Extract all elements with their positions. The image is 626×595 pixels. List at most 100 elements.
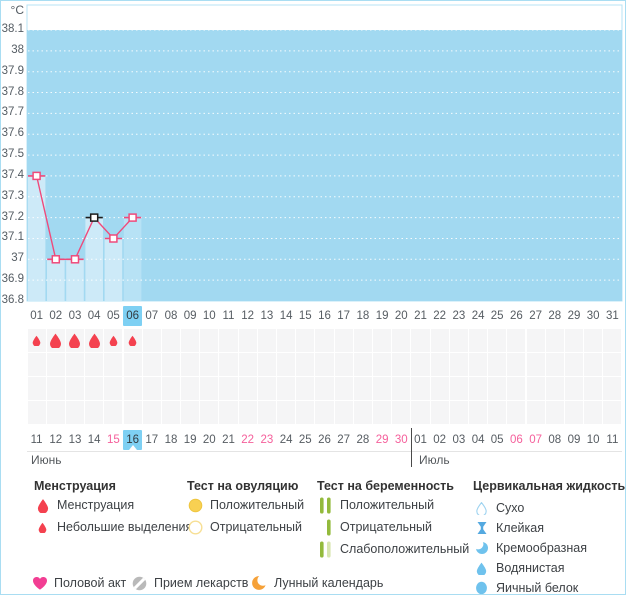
cycle-day-cell-01[interactable]: 01	[30, 310, 43, 322]
temp-point-day-03[interactable]	[70, 255, 80, 264]
menstruation-big-drop-icon	[65, 329, 84, 352]
calendar-date-cell-11[interactable]: 11	[606, 434, 619, 446]
temp-point-day-04[interactable]	[89, 213, 99, 222]
cycle-day-cell-21[interactable]: 21	[414, 310, 427, 322]
cycle-day-cell-31[interactable]: 31	[605, 310, 619, 322]
legend-item: Клейкая	[473, 518, 544, 538]
symptom-cell	[334, 377, 353, 400]
month-label-june: Июнь	[31, 453, 62, 467]
menstruation-small-drop-icon	[104, 329, 123, 352]
cycle-day-cell-29[interactable]: 29	[567, 310, 581, 322]
cycle-day-cell-17[interactable]: 17	[337, 310, 351, 322]
calendar-date-cell-03[interactable]: 03	[452, 434, 466, 446]
temp-point-day-01[interactable]	[32, 171, 41, 181]
symptom-cell	[564, 353, 584, 376]
calendar-date-cell-06[interactable]: 06	[509, 434, 523, 446]
symptom-cell	[353, 401, 372, 424]
symptom-cell	[469, 377, 488, 400]
calendar-date-cell-26[interactable]: 26	[318, 434, 331, 446]
calendar-date-cell-24[interactable]: 24	[279, 434, 293, 446]
calendar-date-cell-10[interactable]: 10	[586, 434, 600, 446]
symptom-cell	[430, 401, 449, 424]
calendar-date-cell-02[interactable]: 02	[433, 434, 447, 446]
today-notch	[128, 445, 137, 450]
calendar-date-cell-05[interactable]: 05	[490, 434, 504, 446]
calendar-date-cell-12[interactable]: 12	[49, 434, 63, 446]
calendar-date-cell-25[interactable]: 25	[298, 434, 312, 446]
calendar-date-cell-22[interactable]: 22	[241, 434, 255, 446]
cycle-day-cell-18[interactable]: 18	[356, 310, 370, 322]
cycle-day-cell-20[interactable]: 20	[394, 310, 408, 322]
symptom-cell	[181, 401, 200, 424]
cycle-day-cell-02[interactable]: 02	[49, 310, 63, 322]
calendar-date-cell-20[interactable]: 20	[202, 434, 216, 446]
symptom-cell	[46, 353, 65, 376]
cycle-day-cell-23[interactable]: 23	[452, 310, 466, 322]
legend-item: Водянистая	[473, 558, 565, 578]
y-tick-label: 37.9	[1, 64, 24, 77]
symptom-cell	[449, 329, 468, 352]
calendar-date-cell-13[interactable]: 13	[68, 434, 82, 446]
calendar-date-cell-08[interactable]: 08	[548, 434, 562, 446]
calendar-date-cell-28[interactable]: 28	[356, 434, 370, 446]
cycle-day-cell-10[interactable]: 10	[202, 310, 216, 322]
cycle-day-cell-05[interactable]: 05	[106, 310, 120, 322]
calendar-date-cell-04[interactable]: 04	[471, 434, 485, 446]
cycle-day-cell-19[interactable]: 19	[375, 310, 389, 322]
cycle-day-cell-16[interactable]: 16	[318, 310, 331, 322]
cycle-day-cell-28[interactable]: 28	[548, 310, 562, 322]
symptom-cell	[123, 353, 142, 376]
cycle-day-cell-13[interactable]: 13	[260, 310, 274, 322]
cycle-day-cell-30[interactable]: 30	[586, 310, 600, 322]
legend-item-label: Небольшие выделения	[57, 520, 193, 534]
symptom-cell	[104, 353, 123, 376]
cycle-day-cell-04[interactable]: 04	[87, 310, 101, 322]
cycle-day-cell-09[interactable]: 09	[183, 310, 197, 322]
temp-point-day-06[interactable]	[128, 213, 137, 222]
cycle-day-cell-07[interactable]: 07	[145, 310, 159, 322]
calendar-date-cell-30[interactable]: 30	[394, 434, 408, 446]
cycle-day-cell-08[interactable]: 08	[164, 310, 178, 322]
symptom-cell	[507, 353, 526, 376]
calendar-date-cell-09[interactable]: 09	[567, 434, 581, 446]
calendar-date-cell-07[interactable]: 07	[529, 434, 542, 446]
legend-item-label: Прием лекарств	[154, 576, 249, 590]
cycle-day-cell-22[interactable]: 22	[433, 310, 447, 322]
symptom-cell	[411, 353, 430, 376]
calendar-date-cell-01[interactable]: 01	[414, 434, 427, 446]
legend-item-label: Водянистая	[496, 561, 565, 575]
calendar-date-cell-21[interactable]: 21	[222, 434, 235, 446]
calendar-date-cell-15[interactable]: 15	[106, 434, 120, 446]
cycle-day-cell-24[interactable]: 24	[471, 310, 485, 322]
y-tick-label: 36.8	[1, 294, 24, 306]
temp-point-day-02[interactable]	[51, 255, 61, 264]
calendar-date-cell-19[interactable]: 19	[183, 434, 197, 446]
calendar-date-cell-16[interactable]: 16	[123, 430, 143, 450]
y-tick-label: 37.2	[1, 210, 24, 223]
ovulation-negative-circle-icon	[187, 519, 204, 535]
calendar-date-cell-17[interactable]: 17	[145, 434, 159, 446]
cycle-day-cell-27[interactable]: 27	[529, 310, 542, 322]
legend-item-label: Положительный	[340, 498, 435, 512]
cycle-day-cell-06[interactable]: 06	[123, 306, 143, 326]
cycle-day-cell-26[interactable]: 26	[509, 310, 523, 322]
cycle-day-cell-14[interactable]: 14	[279, 310, 293, 322]
cycle-day-cell-15[interactable]: 15	[298, 310, 312, 322]
calendar-date-cell-14[interactable]: 14	[87, 434, 101, 446]
symptom-cell	[200, 401, 219, 424]
cycle-day-cell-12[interactable]: 12	[241, 310, 255, 322]
legend-item: Положительный	[317, 495, 434, 515]
calendar-date-cell-27[interactable]: 27	[337, 434, 351, 446]
temp-point-day-05[interactable]	[109, 234, 118, 243]
cycle-day-cell-25[interactable]: 25	[490, 310, 504, 322]
calendar-date-cell-29[interactable]: 29	[375, 434, 389, 446]
symptom-cell	[449, 377, 468, 400]
june-july-divider	[410, 428, 412, 467]
calendar-date-cell-18[interactable]: 18	[164, 434, 178, 446]
calendar-date-cell-23[interactable]: 23	[260, 434, 274, 446]
cycle-day-cell-11[interactable]: 11	[222, 310, 235, 322]
cycle-day-cell-03[interactable]: 03	[68, 310, 82, 322]
symptom-cell	[161, 401, 181, 424]
calendar-date-cell-11[interactable]: 11	[30, 434, 43, 446]
